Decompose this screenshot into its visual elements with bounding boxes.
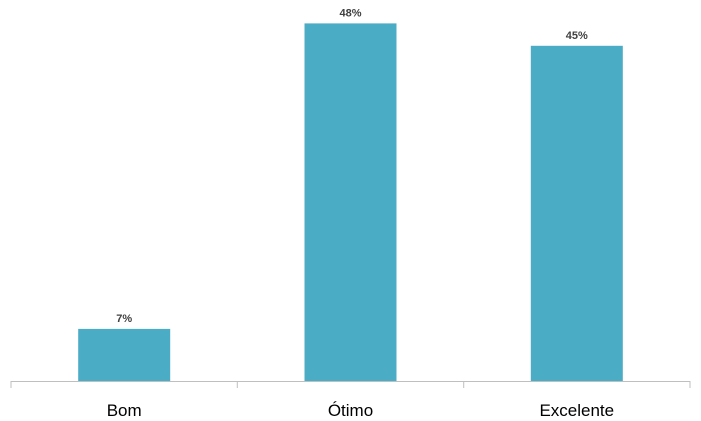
bar-bom xyxy=(78,328,171,381)
x-tick-label-bom: Bom xyxy=(107,401,142,420)
x-axis: Bom Ótimo Excelente xyxy=(10,381,691,420)
x-tick-label-otimo: Ótimo xyxy=(328,401,373,420)
data-label-bom: 7% xyxy=(116,313,132,325)
data-labels-group: 7% 48% 45% xyxy=(116,7,588,325)
bars-group xyxy=(78,23,623,382)
data-label-otimo: 48% xyxy=(339,7,361,19)
x-tick-label-excelente: Excelente xyxy=(539,401,614,420)
bar-excelente xyxy=(530,45,623,382)
data-label-excelente: 45% xyxy=(566,30,588,42)
bar-otimo xyxy=(304,23,397,382)
